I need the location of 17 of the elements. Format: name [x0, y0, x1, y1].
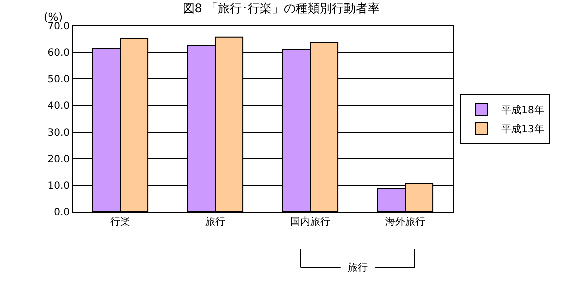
y-tick-label: 30.0 — [48, 128, 70, 139]
x-tick-label: 行楽 — [110, 216, 130, 228]
x-tick-label: 旅行 — [206, 216, 226, 228]
x-tick-label: 国内旅行 — [290, 216, 330, 228]
y-tick-label: 40.0 — [48, 101, 70, 112]
y-tick-label: 50.0 — [48, 74, 70, 86]
legend-label: 平成18年 — [502, 104, 544, 116]
y-tick-label: 60.0 — [48, 48, 70, 60]
x-tick-label: 海外旅行 — [386, 216, 426, 228]
y-tick-label: 0.0 — [54, 208, 70, 218]
y-tick-label: 20.0 — [48, 154, 70, 166]
y-axis-title: (%) — [44, 11, 64, 24]
y-tick-label: 70.0 — [48, 22, 70, 32]
legend-label: 平成13年 — [502, 123, 544, 136]
chart-title: 図8 「旅行･行楽」の種類別行動者率 — [182, 2, 380, 16]
y-tick-label: 10.0 — [48, 180, 70, 192]
text: 旅行 — [348, 262, 368, 274]
